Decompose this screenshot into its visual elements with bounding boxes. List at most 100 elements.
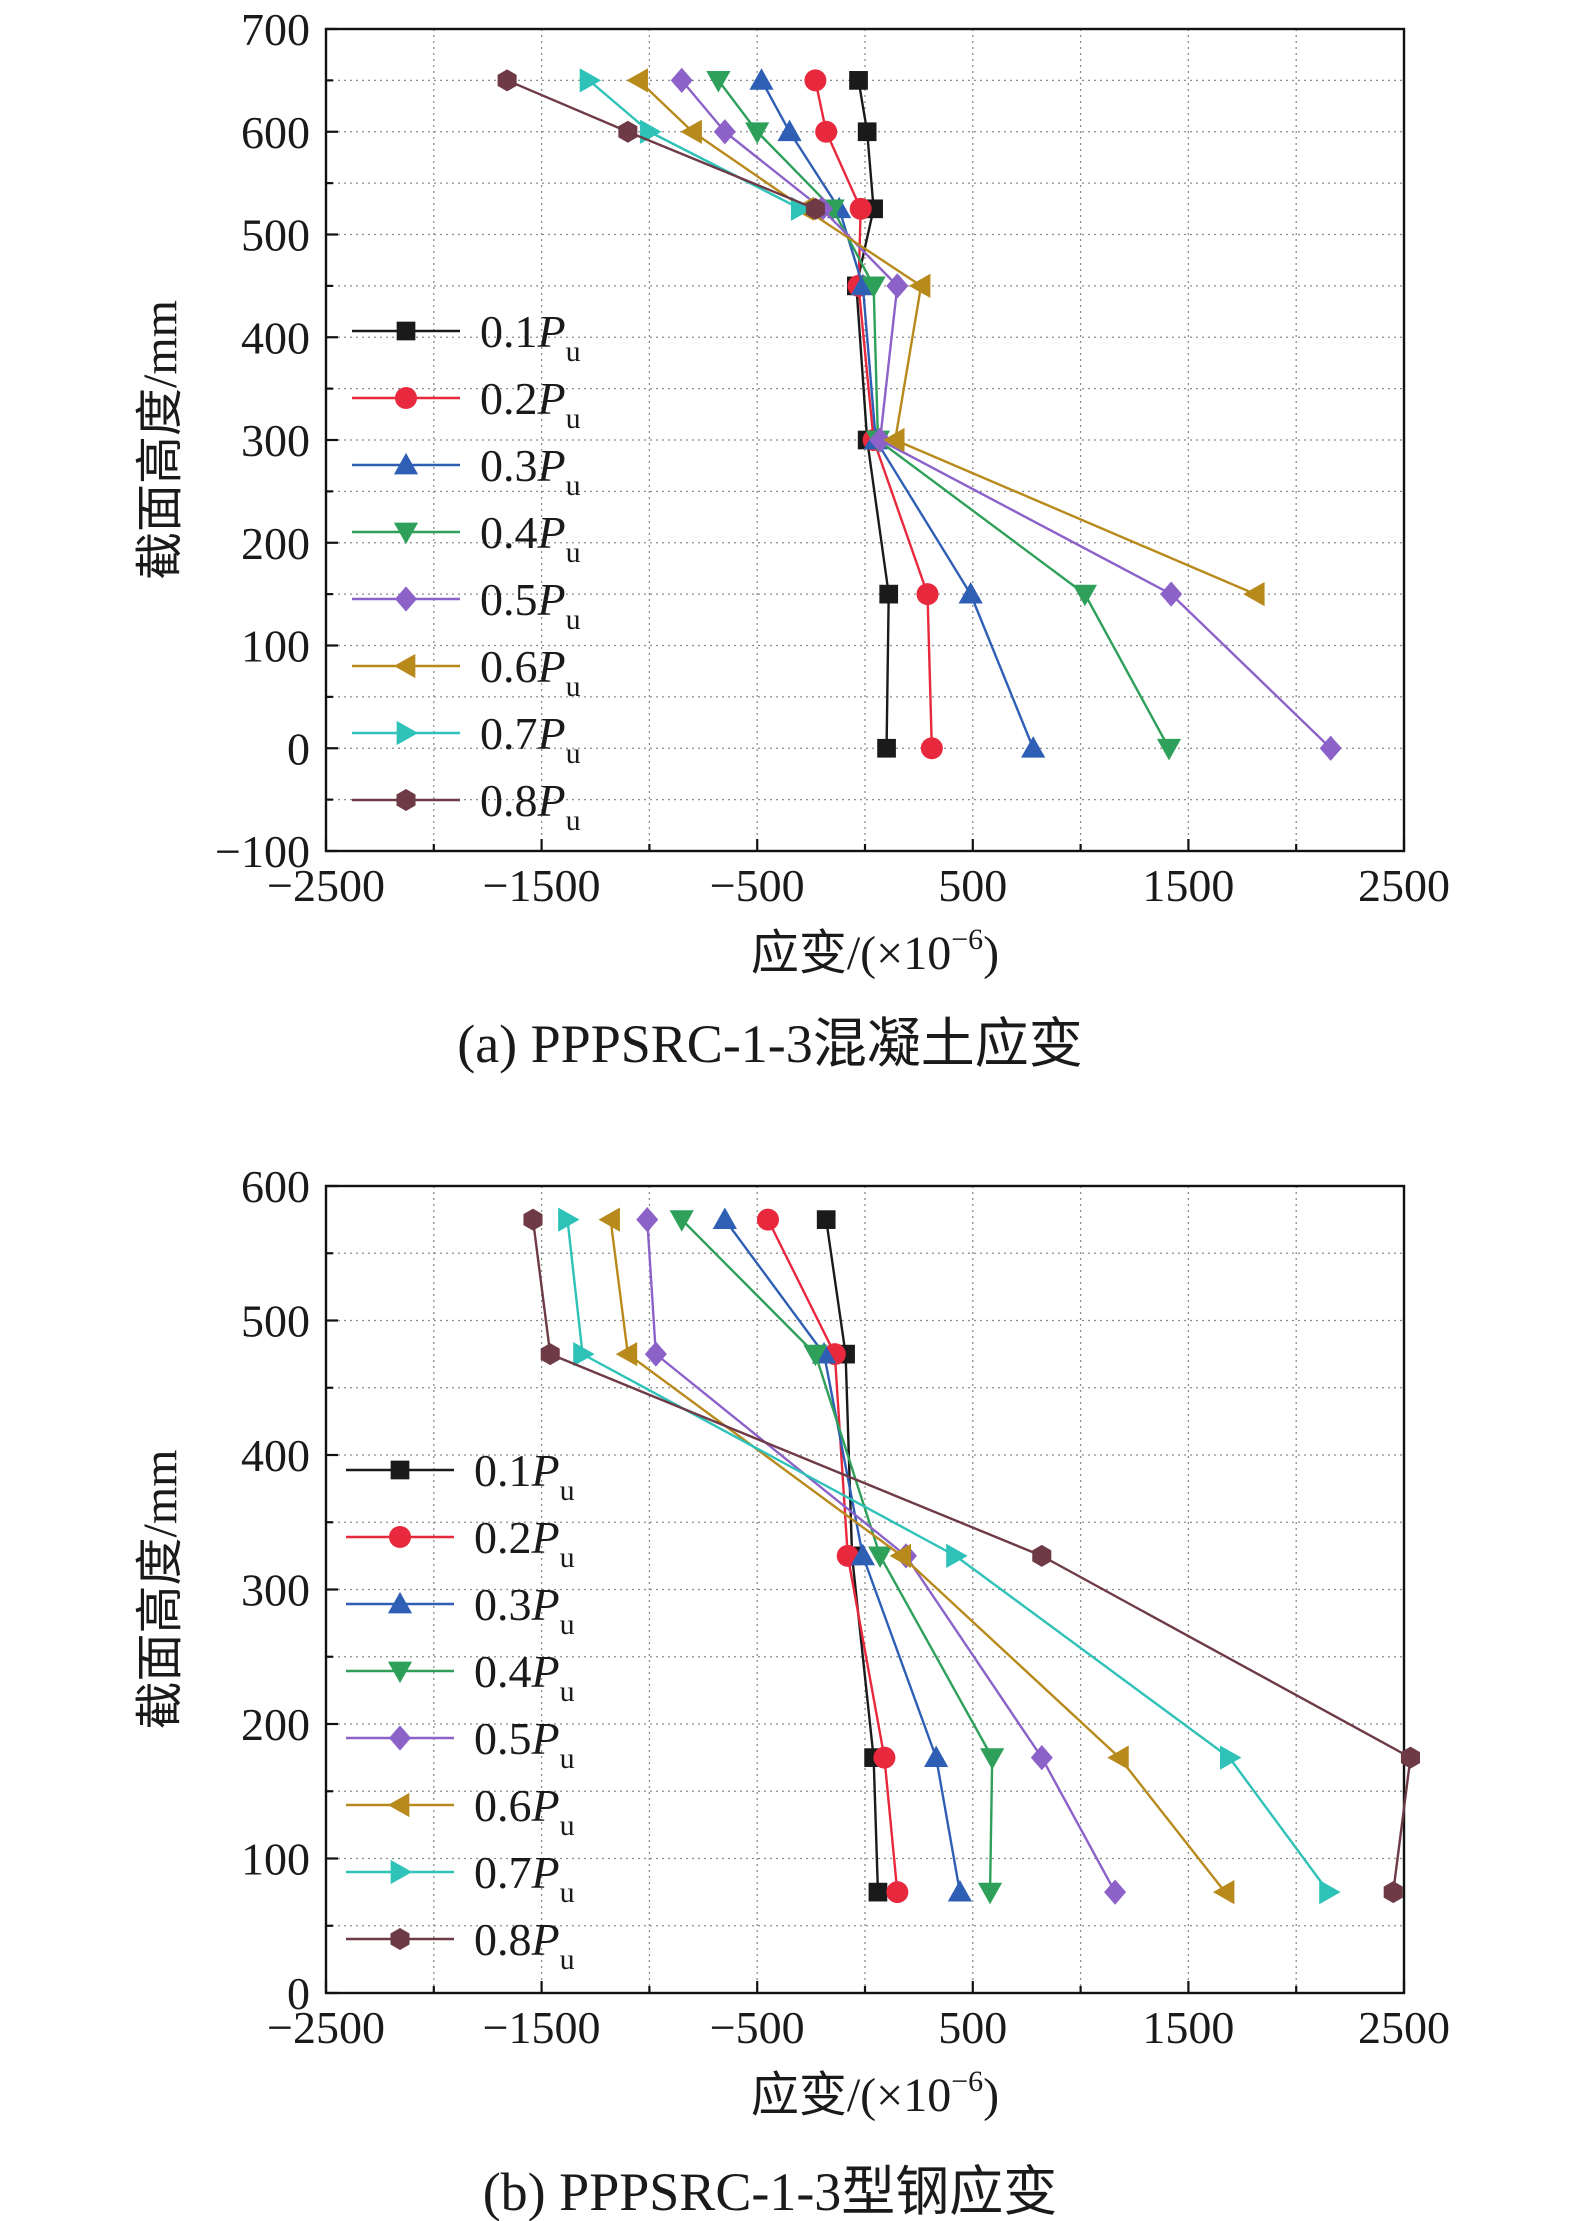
- legend-item: 0.1Pu: [352, 306, 581, 368]
- x-tick-label: −2500: [267, 860, 385, 911]
- data-point: [756, 1208, 779, 1231]
- y-tick-label: 100: [241, 621, 310, 672]
- data-point: [980, 1748, 1005, 1770]
- legend-item: 0.2Pu: [346, 1512, 575, 1574]
- data-point: [713, 119, 736, 145]
- legend-marker: [387, 1661, 413, 1684]
- data-point: [1021, 736, 1046, 758]
- data-point: [670, 67, 693, 94]
- legend-label: 0.8Pu: [474, 1914, 575, 1976]
- data-point: [644, 1341, 667, 1367]
- legend-marker: [393, 452, 419, 475]
- series-line: [609, 1219, 1226, 1893]
- x-tick-label: 500: [938, 2002, 1007, 2053]
- legend-label: 0.1Pu: [480, 306, 581, 368]
- y-tick-label: 100: [241, 1834, 310, 1885]
- data-point: [1400, 1746, 1420, 1769]
- legend-label: 0.3Pu: [474, 1579, 575, 1641]
- legend-item: 0.2Pu: [352, 373, 581, 435]
- legend-marker: [390, 1928, 410, 1950]
- data-point: [1383, 1881, 1403, 1904]
- legend-label: 0.6Pu: [474, 1780, 575, 1842]
- legend-marker: [387, 1792, 410, 1818]
- data-point: [883, 427, 905, 453]
- legend-marker: [393, 522, 419, 545]
- y-tick-label: 700: [241, 4, 310, 55]
- data-point: [886, 1881, 909, 1904]
- y-tick-label: 300: [241, 415, 310, 466]
- data-point: [745, 122, 770, 144]
- chart-b-steel-strain: −2500 −1500 −500 500 1500 2500 0 100 200 300 400 50…: [134, 1161, 1450, 2221]
- data-point: [877, 738, 896, 758]
- data-point: [618, 120, 638, 143]
- legend-marker: [389, 1526, 411, 1548]
- data-point: [749, 68, 774, 90]
- legend-label: 0.1Pu: [474, 1445, 575, 1507]
- legend-item: 0.8Pu: [352, 775, 581, 837]
- y-tick-label: 400: [241, 312, 310, 363]
- x-tick-label: −500: [710, 2002, 805, 2053]
- series-0.8u: [497, 69, 825, 220]
- data-point: [850, 1543, 875, 1566]
- data-point: [924, 1745, 949, 1767]
- data-point: [889, 1543, 912, 1568]
- legend-label: 0.5Pu: [474, 1713, 575, 1775]
- data-point: [803, 1344, 828, 1367]
- legend-item: 0.5Pu: [346, 1713, 575, 1775]
- data-point: [805, 197, 825, 220]
- legend-item: 0.6Pu: [346, 1780, 575, 1842]
- chart-a-concrete-strain: −2500 −1500 −500 500 1500 2500 −100 0 100 200 300 4…: [134, 4, 1450, 1074]
- x-tick-label: 500: [938, 860, 1007, 911]
- data-point: [850, 273, 875, 296]
- series-0.7u: [579, 68, 813, 221]
- data-point: [849, 71, 868, 90]
- legend-item: 0.3Pu: [352, 440, 581, 502]
- series-0.7u: [558, 1207, 1341, 1905]
- legend-label: 0.7Pu: [474, 1847, 575, 1909]
- x-tick-label: 1500: [1142, 2002, 1234, 2053]
- data-point: [558, 1207, 580, 1232]
- data-point: [816, 1210, 836, 1229]
- data-point: [626, 68, 648, 93]
- data-point: [879, 584, 899, 604]
- plot-area: [523, 1206, 1420, 1905]
- data-point: [857, 122, 877, 142]
- x-tick-label: 2500: [1358, 860, 1450, 911]
- data-point: [712, 1207, 737, 1229]
- x-tick-label: 1500: [1142, 860, 1234, 911]
- data-point: [1212, 1880, 1235, 1905]
- legend-marker: [389, 1725, 411, 1751]
- data-point: [947, 1880, 972, 1902]
- axis-ticks: [324, 27, 1406, 853]
- data-point: [861, 276, 886, 298]
- data-point: [1072, 584, 1098, 607]
- legend-item: 0.8Pu: [346, 1914, 575, 1976]
- data-point: [868, 1882, 888, 1902]
- legend-marker: [393, 653, 416, 679]
- series-line: [531, 1219, 1412, 1893]
- data-point: [869, 427, 892, 453]
- legend-marker: [396, 720, 419, 746]
- legend-label: 0.4Pu: [474, 1646, 575, 1708]
- data-point: [706, 71, 731, 93]
- y-tick-label: 500: [241, 210, 310, 261]
- y-tick-label: 600: [241, 1161, 310, 1212]
- data-point: [920, 737, 943, 760]
- data-point: [977, 1882, 1003, 1905]
- legend-label: 0.8Pu: [480, 775, 581, 837]
- y-tick-label: 200: [241, 518, 310, 569]
- data-point: [1104, 1879, 1127, 1905]
- series-0.3u: [749, 68, 1046, 758]
- x-tick-label: −2500: [267, 2002, 385, 2053]
- data-point: [579, 68, 602, 93]
- legend-item: 0.7Pu: [352, 708, 581, 770]
- legend-label: 0.5Pu: [480, 574, 581, 636]
- figure-caption: (b) PPPSRC-1-3型钢应变: [483, 2162, 1058, 2221]
- y-axis-label: 截面高度/mm: [134, 1449, 187, 1729]
- legend-item: 0.6Pu: [352, 641, 581, 703]
- series-line: [680, 79, 1332, 750]
- y-tick-label: 200: [241, 1699, 310, 1750]
